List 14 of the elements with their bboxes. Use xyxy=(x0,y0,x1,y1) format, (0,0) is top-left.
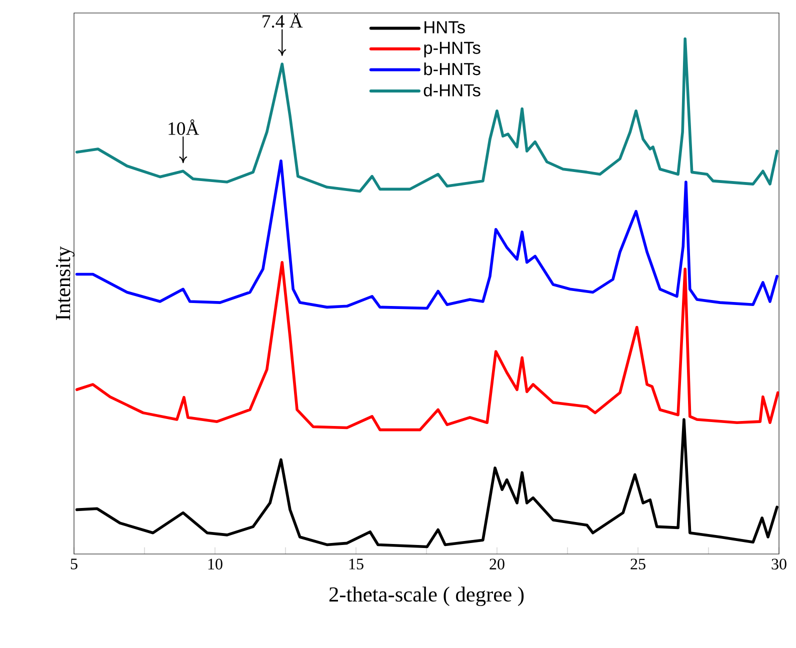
x-tick-label: 15 xyxy=(349,558,364,570)
x-tick-label: 30 xyxy=(772,558,786,570)
legend-label: p-HNTs xyxy=(424,42,480,58)
legend-label: HNTs xyxy=(424,21,465,34)
x-tick-label: 10 xyxy=(208,558,222,570)
legend-label: b-HNTs xyxy=(424,62,480,76)
legend-label: d-HNTs xyxy=(424,84,480,96)
x-tick-label: 20 xyxy=(490,558,504,570)
x-tick-label: 25 xyxy=(630,558,646,570)
y-axis-title: Intensity xyxy=(56,246,75,320)
annotation: 10Å xyxy=(168,119,200,135)
annotation: 7.4 Å xyxy=(262,12,303,28)
x-tick-label: 5 xyxy=(70,558,78,570)
x-axis-title: 2-theta-scale ( degree ) xyxy=(329,586,524,606)
